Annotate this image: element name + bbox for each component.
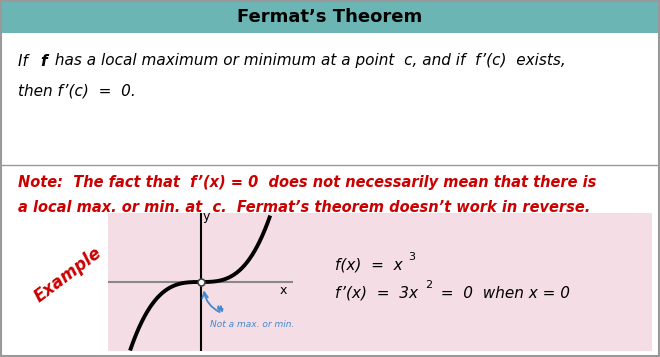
Bar — [1, 1, 659, 33]
Text: f’(x)  =  3x: f’(x) = 3x — [335, 286, 418, 301]
Text: 3: 3 — [408, 252, 415, 262]
Text: has a local maximum or minimum at a point  c, and if  f’(c)  exists,: has a local maximum or minimum at a poin… — [50, 54, 566, 69]
Text: Note:  The fact that  f’(x) = 0  does not necessarily mean that there is: Note: The fact that f’(x) = 0 does not n… — [18, 176, 597, 191]
Text: Example: Example — [31, 244, 105, 306]
Text: f(x)  =  x: f(x) = x — [335, 257, 403, 272]
Bar — [108, 213, 652, 351]
Text: If: If — [18, 54, 33, 69]
Text: Fermat’s Theorem: Fermat’s Theorem — [238, 8, 422, 26]
Text: 2: 2 — [425, 280, 432, 290]
Text: y: y — [203, 210, 211, 223]
Text: Not a max. or min.: Not a max. or min. — [210, 320, 294, 329]
Text: then f’(c)  =  0.: then f’(c) = 0. — [18, 84, 136, 99]
Text: f: f — [40, 54, 47, 69]
Text: a local max. or min. at  c.  Fermat’s theorem doesn’t work in reverse.: a local max. or min. at c. Fermat’s theo… — [18, 200, 590, 215]
Text: =  0  when x = 0: = 0 when x = 0 — [431, 286, 570, 301]
Text: x: x — [280, 284, 288, 297]
